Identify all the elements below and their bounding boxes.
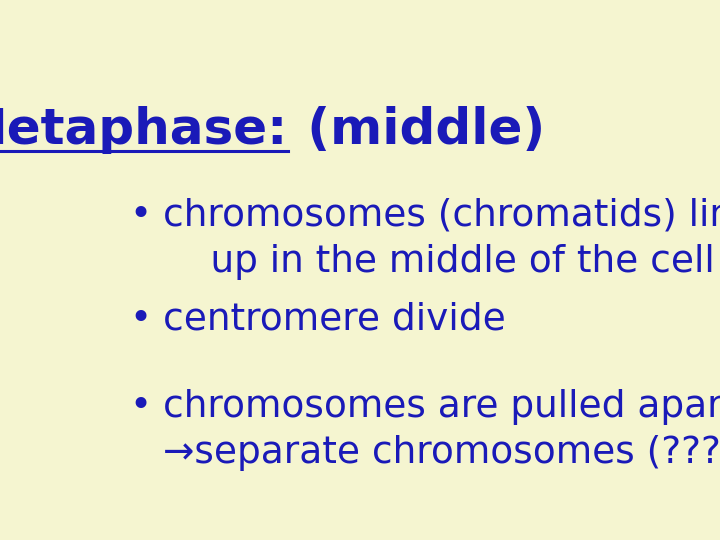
Text: •: •	[129, 198, 151, 234]
Text: chromosomes are pulled apart
→separate chromosomes (???): chromosomes are pulled apart →separate c…	[163, 389, 720, 471]
Text: (middle): (middle)	[289, 106, 545, 154]
Text: •: •	[129, 302, 151, 338]
Text: Metaphase:: Metaphase:	[0, 106, 288, 154]
Text: chromosomes (chromatids) line
    up in the middle of the cell: chromosomes (chromatids) line up in the …	[163, 198, 720, 280]
Text: centromere divide: centromere divide	[163, 302, 505, 338]
Text: •: •	[129, 389, 151, 425]
